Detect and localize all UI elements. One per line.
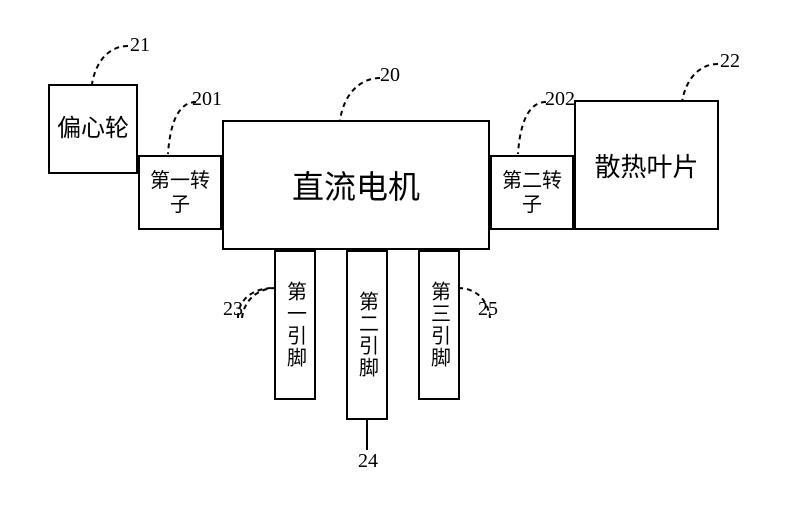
tag-20: 20	[380, 64, 400, 87]
tag-202: 202	[545, 88, 575, 111]
dc-motor-label: 直流电机	[292, 162, 420, 208]
pin3-box: 第三引脚	[418, 250, 460, 400]
tag-21: 21	[130, 34, 150, 57]
fan-blade-label: 散热叶片	[594, 147, 698, 184]
eccentric-wheel-box: 偏心轮	[48, 84, 138, 174]
eccentric-wheel-label: 偏心轮	[57, 115, 129, 144]
pin1-label: 第一引脚	[281, 281, 310, 369]
pin3-label: 第三引脚	[425, 281, 454, 369]
rotor2-label: 第二转子	[494, 169, 570, 217]
diagram-canvas: 偏心轮 第一转子 直流电机 第二转子 散热叶片 第一引脚 第二引脚 第三引脚 2…	[0, 0, 800, 514]
rotor2-box: 第二转子	[490, 155, 574, 230]
tag-24: 24	[358, 450, 378, 473]
rotor1-box: 第一转子	[138, 155, 222, 230]
dc-motor-box: 直流电机	[222, 120, 490, 250]
rotor1-label: 第一转子	[142, 169, 218, 217]
leader-24	[362, 418, 372, 453]
tag-201: 201	[192, 88, 222, 111]
pin2-box: 第二引脚	[346, 250, 388, 420]
tag-23: 23	[223, 298, 243, 321]
tag-25: 25	[478, 298, 498, 321]
fan-blade-box: 散热叶片	[574, 100, 719, 230]
tag-22: 22	[720, 50, 740, 73]
pin2-label: 第二引脚	[353, 291, 382, 379]
pin1-box: 第一引脚	[274, 250, 316, 400]
